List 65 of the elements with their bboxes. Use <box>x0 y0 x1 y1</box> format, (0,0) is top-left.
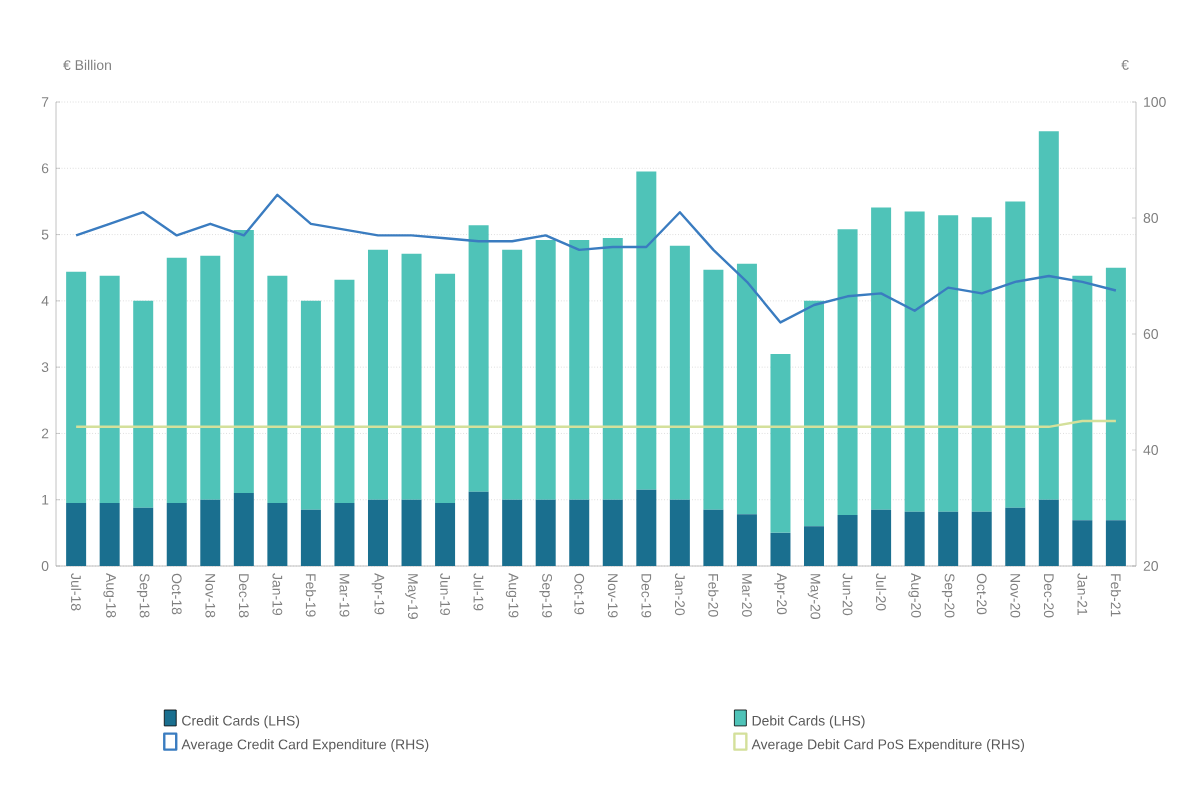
bar <box>535 499 556 566</box>
bar <box>804 526 825 566</box>
bar <box>66 271 87 504</box>
bar <box>736 514 757 566</box>
bar <box>334 279 355 504</box>
bar <box>1105 267 1126 521</box>
line-series <box>74 193 1118 324</box>
bar <box>233 493 254 566</box>
bar <box>1005 507 1026 566</box>
bar <box>770 353 791 533</box>
bar <box>703 509 724 566</box>
bar <box>804 300 825 527</box>
bar <box>602 237 623 500</box>
bar <box>736 263 757 515</box>
bar <box>367 249 388 500</box>
bar <box>133 300 154 508</box>
bar <box>435 273 456 504</box>
bar <box>468 491 489 566</box>
bar <box>1038 499 1059 566</box>
bar <box>1105 520 1126 566</box>
bar <box>871 207 892 510</box>
bar <box>1038 131 1059 500</box>
bar <box>66 503 87 566</box>
bar <box>535 239 556 500</box>
bar <box>669 499 690 566</box>
bar <box>300 300 321 510</box>
bar <box>99 275 120 504</box>
bar <box>468 225 489 492</box>
bar <box>938 215 959 512</box>
bar <box>166 257 187 504</box>
bar <box>133 507 154 566</box>
bar <box>166 503 187 566</box>
bar <box>1005 201 1026 508</box>
bar <box>971 217 992 512</box>
bar <box>334 503 355 566</box>
bar <box>569 499 590 566</box>
bar <box>502 499 523 566</box>
bar <box>435 503 456 566</box>
bar <box>1072 520 1093 566</box>
bar <box>267 503 288 566</box>
bar <box>367 499 388 566</box>
bar <box>99 503 120 566</box>
bar <box>267 275 288 504</box>
bar <box>871 509 892 566</box>
bar <box>200 499 221 566</box>
bar <box>703 269 724 510</box>
bar <box>636 171 657 490</box>
bar <box>837 229 858 515</box>
bar <box>770 532 791 566</box>
bar <box>904 211 925 512</box>
bar <box>401 253 422 500</box>
bar <box>300 509 321 566</box>
bar <box>904 511 925 566</box>
bar <box>837 514 858 566</box>
bar <box>233 229 254 494</box>
bar <box>502 249 523 500</box>
bar <box>401 499 422 566</box>
bar <box>1072 275 1093 521</box>
bar <box>569 239 590 500</box>
bar <box>200 255 221 500</box>
bar <box>602 499 623 566</box>
bar <box>669 245 690 500</box>
bar <box>636 489 657 566</box>
bar <box>938 511 959 566</box>
bar <box>971 511 992 566</box>
